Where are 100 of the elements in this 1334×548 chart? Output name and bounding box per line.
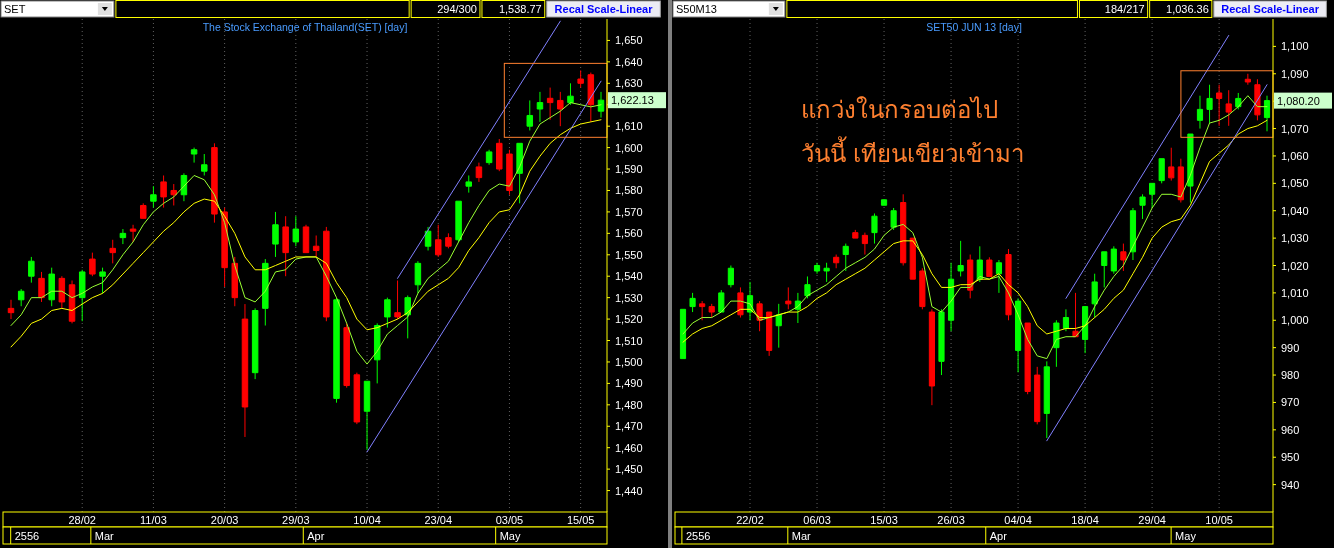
candlestick [1206,84,1213,124]
candlestick [58,275,66,309]
candlestick [180,172,188,202]
x-tick-label: 29/03 [282,513,310,526]
text: S50M13 [676,3,717,15]
x-tick-label: 29/04 [1138,513,1166,526]
candlestick [947,262,955,332]
candlestick [1043,360,1050,439]
candlestick [804,275,811,299]
y-tick-label: 1,530 [615,291,643,304]
candlestick [880,199,888,206]
candlestick [1158,158,1165,184]
candlestick [190,147,198,164]
candlestick [424,226,432,251]
y-tick-label: 1,580 [615,184,643,197]
candlestick [78,269,86,322]
text: Apr [989,530,1008,542]
y-tick-label: 1,540 [615,270,643,283]
y-tick-label: 1,630 [615,77,643,90]
candlestick [679,308,687,360]
candlestick [465,174,473,194]
candlestick [38,271,45,303]
text: 2556 [685,530,711,542]
line-series [682,95,1268,360]
candlestick [1015,297,1022,373]
candlestick [900,193,907,266]
candlestick [129,224,137,243]
candlestick [1062,308,1070,332]
y-tick-label: 1,010 [1281,286,1309,299]
candlestick [1187,133,1194,204]
candlestick [384,297,391,329]
candlestick [852,229,859,239]
y-tick-label: 1,490 [615,377,643,390]
candlestick [861,232,868,256]
candlestick [1072,292,1079,338]
x-tick-label: 20/03 [210,513,239,526]
candlestick [775,303,782,349]
text: 2556 [14,530,40,542]
y-tick-label: 1,500 [615,355,643,368]
text: Recal Scale-Linear [1221,3,1320,15]
text: 1,036.36 [1166,3,1209,15]
y-tick-label: 950 [1281,451,1300,464]
candlestick [1101,251,1108,288]
candlestick [1129,207,1137,261]
candlestick [353,372,361,425]
candlestick [506,149,513,196]
y-tick-label: 1,470 [615,420,643,433]
candlestick [343,322,350,389]
text: 294/300 [437,3,477,15]
y-tick-label: 1,070 [1281,122,1309,135]
x-tick-label: 26/03 [937,513,965,526]
candlestick [99,267,106,294]
y-tick-label: 1,050 [1281,177,1309,190]
candlestick [312,234,320,258]
text: 184/217 [1104,3,1145,15]
candlestick [995,259,1003,294]
candlestick [363,380,371,451]
candlestick [262,258,269,327]
candlestick [708,303,715,319]
y-tick-label: 940 [1281,478,1300,491]
y-tick-label: 1,000 [1281,314,1309,327]
candlestick [475,162,483,183]
candlestick [1091,273,1098,319]
candlestick [1216,84,1223,127]
y-tick-label: 1,040 [1281,204,1309,217]
text: 1,538.77 [498,3,542,15]
candlestick [718,289,725,313]
y-tick-label: 960 [1281,423,1300,436]
candlestick [323,226,330,322]
y-tick-label: 1,550 [615,248,643,261]
chart-title: SET50 JUN 13 [day] [926,21,1022,33]
text: Apr [307,530,325,542]
y-tick-label: 990 [1281,341,1300,354]
y-tick-label: 1,060 [1281,149,1309,162]
candlestick [928,308,935,406]
x-tick-label: 15/03 [870,513,898,526]
candlestick [1110,245,1117,275]
candlestick [526,99,534,131]
x-tick-label: 15/05 [566,513,595,526]
candlestick [587,72,595,123]
y-tick-label: 1,450 [615,463,643,476]
y-tick-label: 1,090 [1281,67,1309,80]
text: SET [4,3,26,15]
candlestick [251,307,259,380]
candlestick [967,254,974,299]
candlestick [1263,95,1271,132]
candlestick [1244,73,1251,86]
y-tick-label: 1,560 [615,227,643,240]
y-tick-label: 1,510 [615,334,643,347]
x-tick-label: 11/03 [140,513,167,526]
y-tick-label: 1,610 [615,120,643,133]
candlestick [241,303,249,438]
candlestick [557,91,564,127]
y-tick-label: 1,600 [615,141,643,154]
candlestick [150,185,157,209]
candlestick [119,228,127,245]
x-tick-label: 18/04 [1071,513,1099,526]
candlestick [986,256,993,277]
candlestick [516,142,523,204]
candlestick [597,91,605,119]
